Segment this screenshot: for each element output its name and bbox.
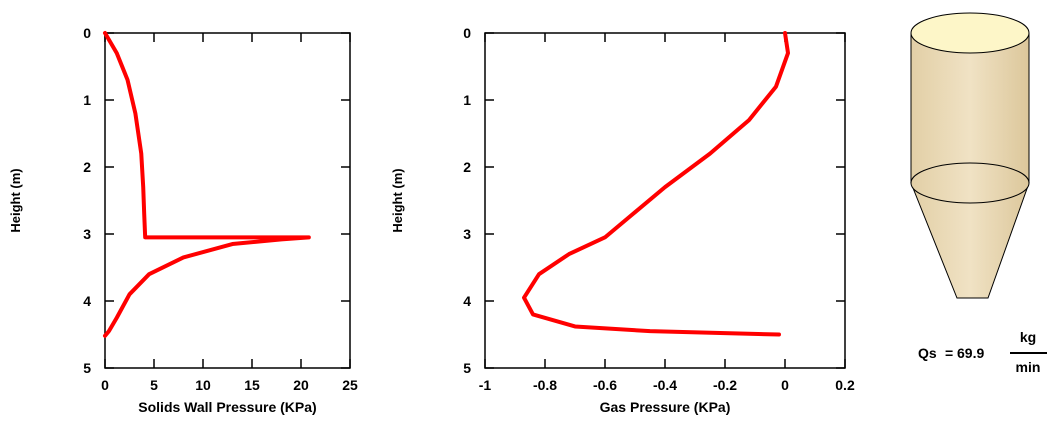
plot-frame [104,32,351,369]
y-tick-label: 1 [463,92,471,108]
series-line [522,31,790,337]
x-tick-label: 0 [781,377,789,393]
flow-equals: = [945,345,953,361]
y-tick-label: 5 [83,360,91,376]
x-tick-label: -0.2 [713,377,737,393]
y-tick-label: 2 [463,159,471,175]
y-tick-label: 3 [83,226,91,242]
x-tick-label: -0.6 [593,377,617,393]
silo-cylinder-bottom-ellipse [910,162,1030,204]
x-tick-label: 5 [150,377,158,393]
x-tick-label: 20 [293,377,309,393]
x-tick-label: 0.2 [835,377,855,393]
y-tick-label: 0 [463,25,471,41]
flow-unit-denominator: min [1016,359,1041,375]
x-tick-label: -0.8 [533,377,557,393]
y-axis-label: Height (m) [390,168,405,232]
flow-unit-numerator: kg [1020,329,1036,345]
x-tick-label: 0 [101,377,109,393]
x-tick-label: 15 [244,377,260,393]
y-axis-label: Height (m) [8,168,23,232]
x-axis-label: Gas Pressure (KPa) [600,399,731,415]
y-tick-label: 2 [83,159,91,175]
series-line [103,31,311,338]
flow-value: 69.9 [957,345,984,361]
silo-top-ellipse [910,12,1030,54]
y-tick-label: 3 [463,226,471,242]
y-tick-label: 4 [83,293,91,309]
y-tick-label: 4 [463,293,471,309]
flow-label: Qs [918,345,937,361]
silo-cylinder [911,33,1029,183]
flow-rate-equation: Qs = 69.9 kg min [918,329,1047,375]
x-tick-label: -1 [479,377,492,393]
silo-illustration [910,12,1030,299]
x-tick-label: 10 [195,377,211,393]
y-tick-label: 0 [83,25,91,41]
y-tick-label: 1 [83,92,91,108]
gas-pressure-chart: 0 1 2 3 4 5 -1 -0.8 -0.6 -0.4 -0.2 0 0.2 Gas Pressure… [390,25,855,415]
x-axis-label: Solids Wall Pressure (KPa) [138,399,316,415]
x-tick-label: 25 [342,377,358,393]
x-tick-label: -0.4 [653,377,677,393]
y-tick-label: 5 [463,360,471,376]
